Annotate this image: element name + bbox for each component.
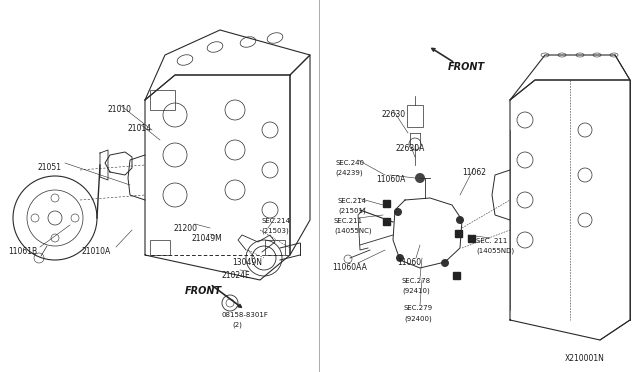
Text: 21014: 21014	[128, 124, 152, 133]
Text: 21010: 21010	[107, 105, 131, 114]
Text: SEC.279: SEC.279	[404, 305, 433, 311]
Text: 11061B: 11061B	[8, 247, 37, 256]
Text: 08158-8301F: 08158-8301F	[222, 312, 269, 318]
Text: 13049N: 13049N	[232, 258, 262, 267]
Text: 21049M: 21049M	[191, 234, 221, 243]
Bar	[453, 272, 460, 279]
Text: SEC.214: SEC.214	[338, 198, 367, 204]
Text: (14055NC): (14055NC)	[334, 228, 372, 234]
Bar	[150, 240, 170, 255]
Text: 21010A: 21010A	[82, 247, 111, 256]
Bar	[468, 235, 475, 242]
Text: 11060A: 11060A	[376, 175, 405, 184]
Text: FRONT: FRONT	[448, 62, 485, 72]
Text: (24239): (24239)	[335, 170, 363, 176]
Text: X210001N: X210001N	[565, 354, 605, 363]
Text: 21024E: 21024E	[222, 271, 251, 280]
Bar	[455, 230, 462, 237]
Bar	[383, 200, 390, 207]
Text: 11060AA: 11060AA	[332, 263, 367, 272]
Text: 11062: 11062	[462, 168, 486, 177]
Circle shape	[441, 259, 449, 267]
Bar	[150, 90, 175, 110]
Text: 21051: 21051	[38, 163, 62, 172]
Text: (21503): (21503)	[261, 228, 289, 234]
Bar	[265, 240, 285, 255]
Text: 22630: 22630	[381, 110, 405, 119]
Text: (14055ND): (14055ND)	[476, 248, 514, 254]
Text: (92400): (92400)	[404, 315, 432, 321]
Text: SEC.278: SEC.278	[402, 278, 431, 284]
Text: (92410): (92410)	[402, 288, 429, 295]
Text: SEC.211: SEC.211	[334, 218, 363, 224]
Bar	[383, 218, 390, 225]
Text: SEC. 211: SEC. 211	[476, 238, 508, 244]
Bar	[407, 105, 423, 127]
Circle shape	[456, 216, 464, 224]
Text: 22630A: 22630A	[396, 144, 426, 153]
Text: SEC.240: SEC.240	[335, 160, 364, 166]
Text: (2): (2)	[232, 322, 242, 328]
Text: 21200: 21200	[173, 224, 197, 233]
Circle shape	[394, 208, 402, 216]
Circle shape	[415, 173, 425, 183]
Text: SEC.214: SEC.214	[261, 218, 290, 224]
Text: 11060: 11060	[397, 258, 421, 267]
Circle shape	[396, 254, 404, 262]
Text: (21501): (21501)	[338, 208, 365, 215]
Text: FRONT: FRONT	[185, 286, 222, 296]
